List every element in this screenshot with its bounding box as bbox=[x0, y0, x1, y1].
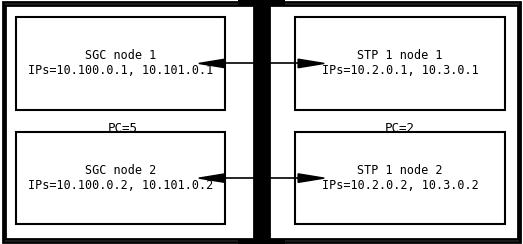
Bar bbox=[295, 17, 505, 110]
Polygon shape bbox=[199, 59, 225, 68]
Bar bbox=[269, 5, 518, 239]
Bar bbox=[16, 17, 225, 110]
Polygon shape bbox=[199, 174, 225, 183]
Text: SGC node 2
IPs=10.100.0.2, 10.101.0.2: SGC node 2 IPs=10.100.0.2, 10.101.0.2 bbox=[28, 164, 213, 192]
Text: SGC node 1
IPs=10.100.0.1, 10.101.0.1: SGC node 1 IPs=10.100.0.1, 10.101.0.1 bbox=[28, 50, 213, 77]
Text: PC=5: PC=5 bbox=[108, 122, 138, 135]
Text: STP 1 node 1
IPs=10.2.0.1, 10.3.0.1: STP 1 node 1 IPs=10.2.0.1, 10.3.0.1 bbox=[322, 50, 479, 77]
Bar bbox=[295, 132, 505, 224]
Polygon shape bbox=[298, 59, 324, 68]
Bar bbox=[5, 5, 254, 239]
Bar bbox=[16, 132, 225, 224]
Bar bbox=[238, 0, 285, 244]
Polygon shape bbox=[298, 174, 324, 183]
Text: PC=2: PC=2 bbox=[385, 122, 415, 135]
Text: STP 1 node 2
IPs=10.2.0.2, 10.3.0.2: STP 1 node 2 IPs=10.2.0.2, 10.3.0.2 bbox=[322, 164, 479, 192]
